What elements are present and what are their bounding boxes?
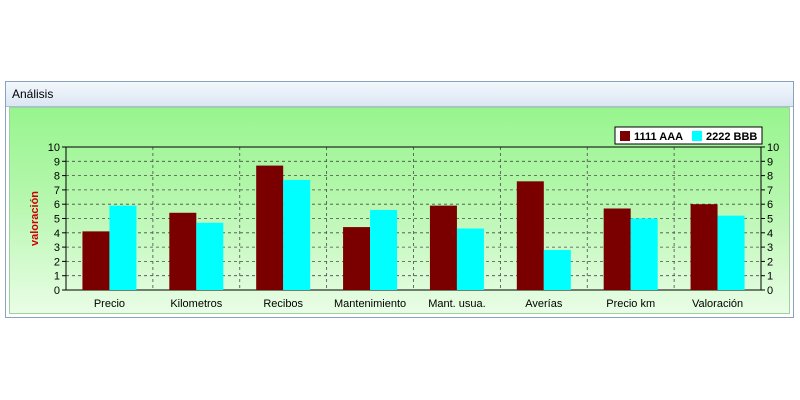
bar-2 xyxy=(543,249,571,290)
y-tick-label: 3 xyxy=(767,242,773,254)
y-tick-label: 2 xyxy=(767,256,773,268)
y-axis-left: 0 1 2 3 4 5 6 7 8 9 10 xyxy=(48,142,66,297)
x-tick-label: Mantenimiento xyxy=(334,298,406,310)
y-tick-label: 9 xyxy=(767,156,773,168)
chart-legend: 1111 AAA 2222 BBB xyxy=(614,126,763,145)
bar-1 xyxy=(256,165,284,290)
bar-1 xyxy=(343,227,371,290)
window-titlebar[interactable]: Análisis xyxy=(6,82,793,107)
bar-1 xyxy=(429,205,457,290)
bar-2 xyxy=(109,205,137,290)
x-tick-label: Precio km xyxy=(606,298,655,310)
x-tick-label: Mant. usua. xyxy=(428,298,485,310)
bar-2 xyxy=(456,228,484,290)
bar-chart: 0 1 2 3 4 5 6 7 8 9 10 0 1 2 3 4 5 6 7 8 9 10 Precio Kilometr… xyxy=(29,126,779,310)
legend-swatch xyxy=(620,131,630,141)
bar-1 xyxy=(516,181,544,290)
legend-label: 1111 AAA xyxy=(634,131,683,143)
bar-1 xyxy=(603,208,631,290)
bar-2 xyxy=(370,209,398,290)
bar-2 xyxy=(196,222,224,290)
y-tick-label: 4 xyxy=(54,228,60,240)
chart-panel: 0 1 2 3 4 5 6 7 8 9 10 0 1 2 3 4 5 6 7 8 9 10 Precio Kilometr… xyxy=(9,107,790,314)
chart-bars xyxy=(82,165,745,290)
analysis-window: Análisis 0 1 2 3 4 5 6 7 8 9 10 0 1 2 3 4 5 6 7 8 9 10 Preci… xyxy=(5,81,794,318)
x-tick-label: Precio xyxy=(94,298,125,310)
x-tick-label: Kilometros xyxy=(170,298,222,310)
bar-1 xyxy=(690,204,718,290)
window-title: Análisis xyxy=(12,87,54,101)
y-tick-label: 7 xyxy=(767,185,773,197)
bar-2 xyxy=(283,179,311,290)
bar-2 xyxy=(630,218,658,290)
legend-label: 2222 BBB xyxy=(706,131,757,143)
y-tick-label: 6 xyxy=(767,199,773,211)
y-tick-label: 1 xyxy=(54,271,60,283)
bar-1 xyxy=(82,231,110,290)
x-tick-label: Averías xyxy=(525,298,563,310)
y-tick-label: 0 xyxy=(54,285,60,297)
y-tick-label: 5 xyxy=(54,214,60,226)
y-tick-label: 8 xyxy=(767,171,773,183)
bar-1 xyxy=(169,212,197,290)
legend-box xyxy=(614,126,763,145)
x-tick-label: Valoración xyxy=(692,298,743,310)
y-tick-label: 8 xyxy=(54,171,60,183)
legend-swatch xyxy=(692,131,702,141)
y-tick-label: 10 xyxy=(767,142,779,154)
y-tick-label: 0 xyxy=(767,285,773,297)
y-tick-label: 3 xyxy=(54,242,60,254)
y-tick-label: 5 xyxy=(767,214,773,226)
y-tick-label: 7 xyxy=(54,185,60,197)
y-tick-label: 6 xyxy=(54,199,60,211)
y-tick-label: 4 xyxy=(767,228,773,240)
y-tick-label: 9 xyxy=(54,156,60,168)
x-tick-label: Recibos xyxy=(263,298,303,310)
bar-2 xyxy=(717,215,745,290)
x-axis: Precio Kilometros Recibos Mantenimiento Mant… xyxy=(94,298,743,310)
y-tick-label: 2 xyxy=(54,256,60,268)
y-tick-label: 1 xyxy=(767,271,773,283)
y-axis-right: 0 1 2 3 4 5 6 7 8 9 10 xyxy=(761,142,779,297)
y-tick-label: 10 xyxy=(48,142,60,154)
y-axis-label: valoración xyxy=(29,191,41,246)
